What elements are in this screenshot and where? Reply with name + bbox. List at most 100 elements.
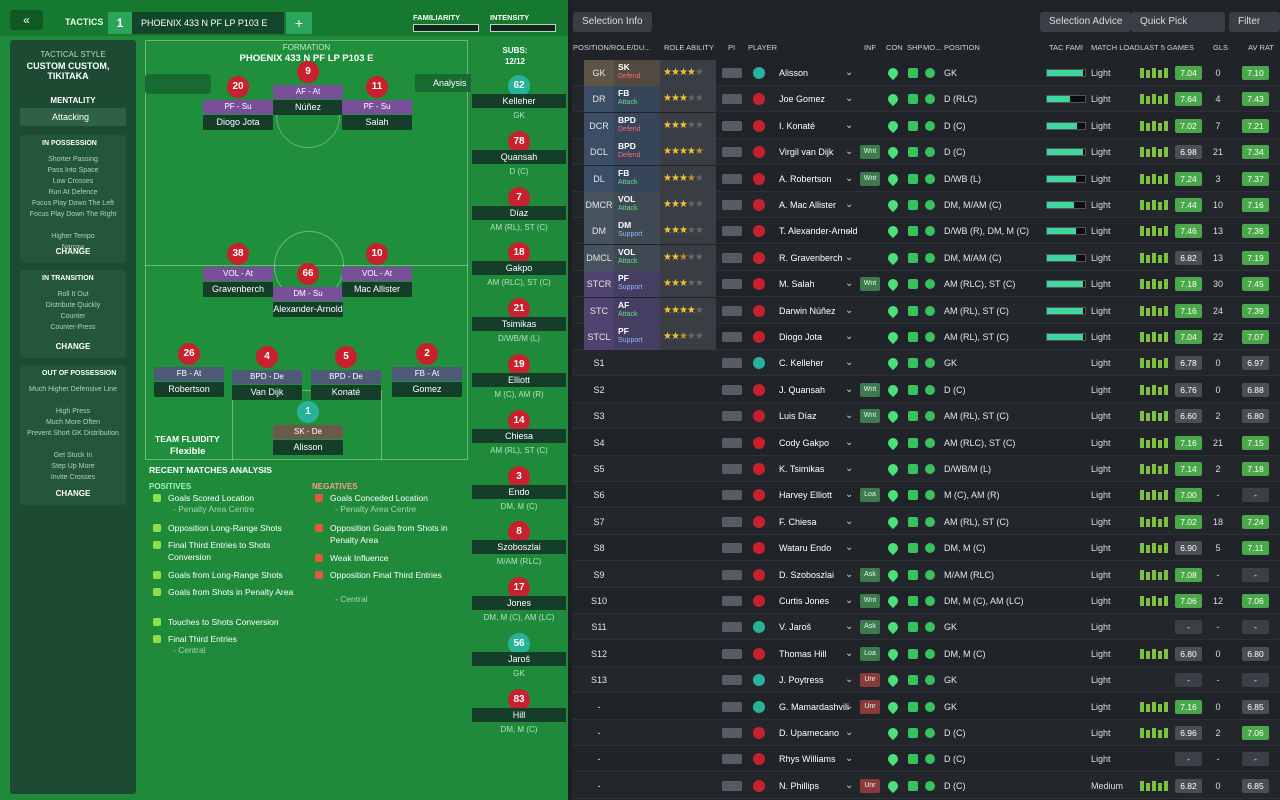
player-name[interactable]: Thomas Hill [779,648,827,659]
table-row[interactable]: DCR BPD Defend ★★★★★ I. Konaté ⌄ D (C) Light 7.0… [572,112,1280,139]
sub-name[interactable]: Jaroš [472,652,566,666]
column-header[interactable]: PI [728,43,736,52]
analysis-button[interactable]: Analysis [415,74,471,92]
player-name[interactable]: V. Jaroš [779,622,812,633]
player-name[interactable]: Rhys Williams [779,754,836,765]
player-name[interactable]: Alisson [779,68,809,78]
player-role[interactable]: BPD - De [311,370,381,384]
sub-name[interactable]: Kelleher [472,94,566,108]
column-header[interactable]: INF [864,43,877,52]
player-name[interactable]: Mac Allister [342,282,412,297]
player-name[interactable]: Curtis Jones [779,596,830,606]
column-header[interactable]: MATCH LOAD [1091,43,1140,52]
change-button[interactable]: CHANGE [55,342,91,351]
column-header[interactable]: POSITION [944,43,980,52]
player-name[interactable]: Diogo Jota [779,332,823,342]
player-role[interactable]: PF - Su [203,100,273,114]
table-row[interactable]: STC AF Attack ★★★★★ Darwin Núñez ⌄ AM (RL), ST… [572,297,1280,324]
player-name[interactable]: Luis Díaz [779,411,817,422]
quick-pick[interactable]: Quick Pick [1131,12,1225,32]
player-role[interactable]: FB - At [154,367,224,381]
column-header[interactable]: ROLE ABILITY [664,43,715,52]
player-name[interactable]: M. Salah [779,279,815,290]
player-name[interactable]: R. Gravenberch [779,252,843,263]
slot[interactable]: 1 [108,12,132,34]
sub-name[interactable]: Elliott [472,373,566,387]
column-header[interactable]: POSITION/ROLE/DU... [573,43,651,52]
player-name[interactable]: Virgil van Dijk [779,147,834,158]
add-tactic[interactable]: + [286,12,312,34]
player-name[interactable]: A. Robertson [779,173,832,184]
table-row[interactable]: S12 Thomas Hill ⌄ Loa DM, M (C) Light 6.80 0 6.8… [572,640,1280,667]
sub-name[interactable]: Díaz [472,205,566,220]
sub-name[interactable]: Hill [472,707,566,722]
player-name[interactable]: K. Tsimikas [779,464,825,474]
sub-name[interactable]: Chiesa [472,428,566,443]
player-role[interactable]: BPD - De [232,370,302,384]
table-row[interactable]: DR FB Attack ★★★★★ Joe Gomez ⌄ D (RLC) Light 7.6… [572,86,1280,113]
table-row[interactable]: - G. Mamardashvili ⌄ Unr GK Light 7.16 0 6.85 [572,693,1280,720]
table-row[interactable]: STCR PF Support ★★★★★ M. Salah ⌄ Wnt AM (RLC), … [572,271,1280,298]
table-row[interactable]: S8 Wataru Endo ⌄ DM, M (C) Light 6.90 5 7.11 [572,535,1280,562]
table-row[interactable]: - N. Phillips ⌄ Unr D (C) Medium 6.82 0 6.85 [572,772,1280,799]
recent-title[interactable]: RECENT MATCHES ANALYSIS [149,465,272,475]
player-role[interactable]: PF - Su [342,100,412,114]
player-name[interactable]: Alisson [273,440,343,455]
sub-name[interactable]: Endo [472,484,566,499]
player-name[interactable]: Van Dijk [232,385,302,400]
change-button[interactable]: CHANGE [55,489,91,498]
player-role[interactable]: VOL - At [342,267,412,281]
player-name[interactable]: J. Poytress [779,675,824,686]
player-name[interactable]: G. Mamardashvili [779,701,850,712]
table-row[interactable]: GK SK Defend ★★★★★ Alisson ⌄ GK Light 7.04 0 7.10 [572,60,1280,86]
player-role[interactable]: DM - Su [273,287,343,301]
player-name[interactable]: Gomez [392,382,462,397]
player-name[interactable]: Joe Gomez [779,94,826,105]
column-header[interactable]: PLAYER [748,43,778,52]
table-row[interactable]: DM DM Support ★★★★★ T. Alexander-Arnold ⌄ D/WB… [572,218,1280,245]
table-row[interactable]: S6 Harvey Elliott ⌄ Loa M (C), AM (R) Light 7.… [572,482,1280,509]
table-row[interactable]: S4 Cody Gakpo ⌄ AM (RLC), ST (C) Light 7.16 21… [572,429,1280,456]
player-name[interactable]: Wataru Endo [779,543,832,554]
player-name[interactable]: Gravenberch [203,282,273,297]
table-row[interactable]: - Rhys Williams ⌄ D (C) Light - - - [572,746,1280,773]
sub-name[interactable]: Quansah [472,149,566,164]
tactic-select[interactable]: PHOENIX 433 N PF LP P103 E [132,12,284,34]
selection-advice[interactable]: Selection Advice [1040,12,1132,32]
player-name[interactable]: Diogo Jota [203,115,273,130]
mentality-select[interactable]: Attacking [20,108,126,126]
column-header[interactable]: GLS [1213,43,1229,52]
column-header[interactable]: SHP [907,43,923,52]
table-row[interactable]: DL FB Attack ★★★★★ A. Robertson ⌄ Wnt D/WB (L) L… [572,165,1280,192]
player-name[interactable]: Robertson [154,382,224,397]
player-name[interactable]: N. Phillips [779,780,820,791]
player-name[interactable]: Konaté [311,385,381,400]
player-name[interactable]: F. Chiesa [779,516,817,527]
table-row[interactable]: DMCR VOL Attack ★★★★★ A. Mac Allister ⌄ DM, M/… [572,192,1280,218]
column-header[interactable]: LAST 5 GAMES [1140,43,1195,52]
table-row[interactable]: S1 C. Kelleher ⌄ GK Light 6.78 0 6.97 [572,350,1280,377]
back-button[interactable]: « [10,10,43,30]
player-role[interactable]: SK - De [273,425,343,439]
sub-name[interactable]: Jones [472,596,566,611]
sub-name[interactable]: Szoboszlai [472,540,566,555]
player-name[interactable]: J. Quansah [779,384,826,395]
player-name[interactable]: T. Alexander-Arnold [779,226,858,237]
column-header[interactable]: CON [886,43,903,52]
player-name[interactable]: Cody Gakpo [779,437,830,448]
sub-name[interactable]: Gakpo [472,261,566,276]
player-name[interactable]: D. Szoboszlai [779,569,835,580]
column-header[interactable]: MO... [923,43,942,52]
column-header[interactable]: TAC FAMI [1049,43,1084,52]
sub-name[interactable]: Tsimikas [472,317,566,332]
table-row[interactable]: S3 Luis Díaz ⌄ Wnt AM (RL), ST (C) Light 6.60 2… [572,403,1280,430]
player-name[interactable]: Núñez [273,100,343,115]
change-button[interactable]: CHANGE [55,247,91,256]
player-name[interactable]: Alexander-Arnold [273,302,343,317]
table-row[interactable]: S9 D. Szoboszlai ⌄ Ask M/AM (RLC) Light 7.08 - - [572,561,1280,588]
table-row[interactable]: - D. Upamecano ⌄ D (C) Light 6.96 2 7.06 [572,720,1280,746]
table-row[interactable]: STCL PF Support ★★★★★ Diogo Jota ⌄ AM (RL), ST… [572,324,1280,350]
table-row[interactable]: S10 Curtis Jones ⌄ Wnt DM, M (C), AM (LC) Lig… [572,588,1280,614]
table-row[interactable]: DMCL VOL Attack ★★★★★ R. Gravenberch ⌄ DM, M/A… [572,244,1280,271]
player-role[interactable]: AF - At [273,85,343,99]
